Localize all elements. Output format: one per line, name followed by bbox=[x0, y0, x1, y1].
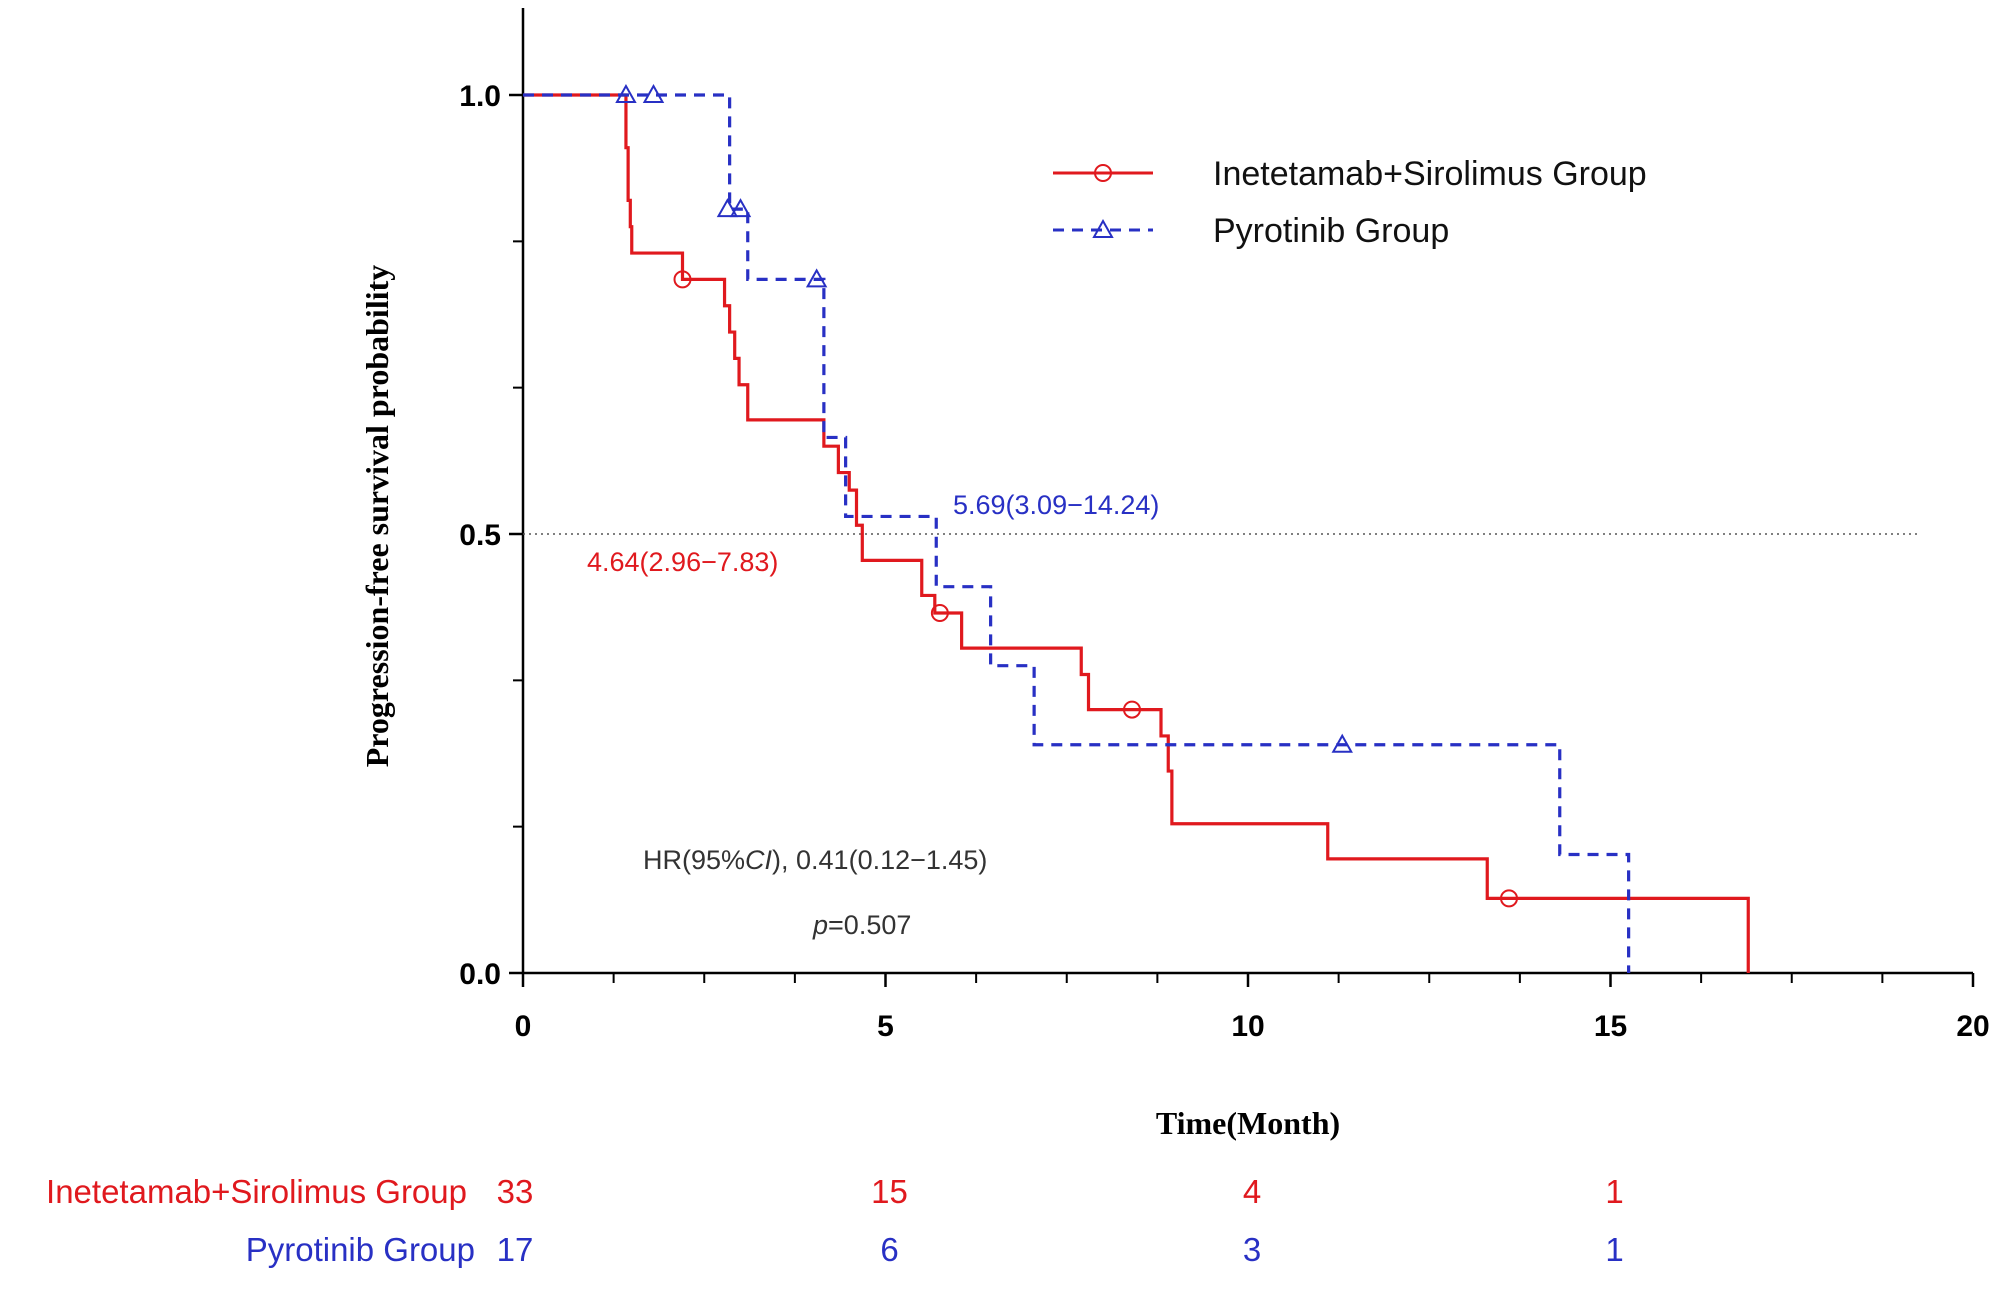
hr-suffix: ), 0.41(0.12−1.45) bbox=[772, 845, 987, 875]
p-value-annotation: p=0.507 bbox=[812, 910, 911, 940]
hr-prefix: HR(95% bbox=[643, 845, 745, 875]
risk-count: 3 bbox=[1243, 1231, 1261, 1268]
risk-counts: 33 15 4 1 17 6 3 1 bbox=[497, 1173, 1624, 1268]
censor-mark-triangle bbox=[729, 198, 752, 218]
censor-mark-triangle bbox=[805, 268, 828, 288]
risk-table: Inetetamab+Sirolimus Group Pyrotinib Gro… bbox=[46, 1173, 1624, 1268]
censor-mark-triangle bbox=[642, 83, 665, 103]
legend-triangle-icon bbox=[1092, 218, 1114, 238]
x-tick-label: 10 bbox=[1231, 1010, 1264, 1043]
y-axis-title: Progression-free survival probability bbox=[359, 265, 395, 768]
risk-count: 1 bbox=[1605, 1173, 1623, 1210]
x-tick-label: 5 bbox=[877, 1010, 894, 1043]
x-tick-label: 20 bbox=[1956, 1010, 1989, 1043]
p-label: p bbox=[812, 910, 828, 940]
y-tick-label: 0.0 bbox=[459, 958, 501, 991]
censor-mark-circle bbox=[930, 604, 949, 623]
risk-count: 17 bbox=[497, 1231, 534, 1268]
y-tick-label: 1.0 bbox=[459, 80, 501, 113]
censor-mark-circle bbox=[1123, 700, 1141, 719]
hr-annotation: HR(95%CI), 0.41(0.12−1.45) bbox=[643, 845, 987, 875]
series-line-0 bbox=[523, 93, 1750, 973]
legend-label-inetetamab: Inetetamab+Sirolimus Group bbox=[1213, 155, 1647, 193]
series-layer bbox=[523, 83, 1750, 973]
median-annotation-pyrotinib: 5.69(3.09−14.24) bbox=[953, 490, 1159, 520]
p-value: =0.507 bbox=[828, 910, 911, 940]
median-annotation-inetetamab: 4.64(2.96−7.83) bbox=[587, 547, 778, 577]
y-tick-label: 0.5 bbox=[459, 519, 501, 552]
censor-mark-circle bbox=[1500, 889, 1518, 908]
legend-circle-icon bbox=[1094, 164, 1112, 182]
risk-row-label-pyrotinib: Pyrotinib Group bbox=[246, 1231, 475, 1268]
y-ticks: 0.0 0.5 1.0 bbox=[459, 80, 523, 991]
x-ticks: 0 5 10 15 20 bbox=[515, 973, 1990, 1043]
x-tick-label: 0 bbox=[515, 1010, 532, 1043]
x-axis-title: Time(Month) bbox=[1156, 1105, 1340, 1141]
risk-count: 6 bbox=[880, 1231, 898, 1268]
hr-ci: CI bbox=[745, 845, 772, 875]
risk-count: 15 bbox=[871, 1173, 908, 1210]
censor-mark-triangle bbox=[1331, 733, 1353, 753]
legend-label-pyrotinib: Pyrotinib Group bbox=[1213, 212, 1449, 250]
censor-mark-circle bbox=[673, 270, 692, 289]
legend-item-inetetamab: Inetetamab+Sirolimus Group bbox=[1053, 155, 1647, 193]
legend: Inetetamab+Sirolimus Group Pyrotinib Gro… bbox=[1053, 155, 1647, 250]
x-tick-label: 15 bbox=[1594, 1010, 1627, 1043]
risk-count: 4 bbox=[1243, 1173, 1261, 1210]
risk-count: 33 bbox=[497, 1173, 534, 1210]
risk-count: 1 bbox=[1605, 1231, 1623, 1268]
legend-item-pyrotinib: Pyrotinib Group bbox=[1053, 212, 1449, 250]
risk-row-label-inetetamab: Inetetamab+Sirolimus Group bbox=[46, 1173, 467, 1210]
censor-mark-triangle bbox=[615, 83, 637, 103]
censor-mark-triangle bbox=[716, 198, 739, 218]
